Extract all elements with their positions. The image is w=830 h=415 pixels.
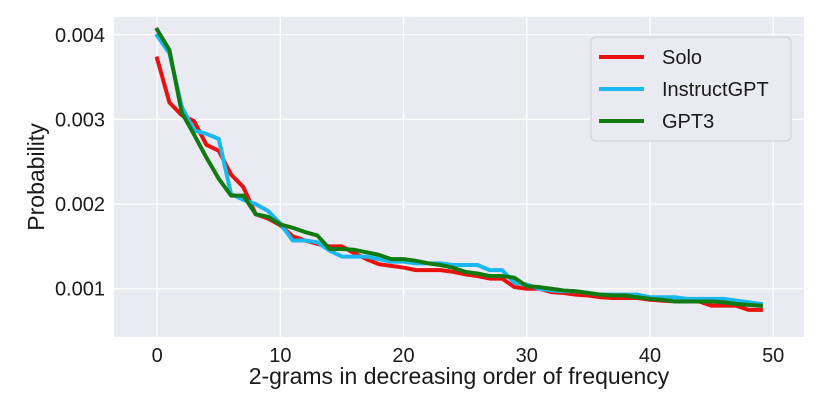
legend-label-instructgpt: InstructGPT [662,79,769,101]
series-line-gpt3 [154,26,764,308]
y-tick-label: 0.003 [55,109,105,131]
y-tick-label: 0.002 [55,194,105,216]
x-tick-label: 30 [516,345,538,367]
x-tick-label: 10 [269,345,291,367]
legend-label-gpt3: GPT3 [662,111,714,133]
series-lines [154,26,764,312]
x-tick-label: 20 [392,345,414,367]
x-tick-label: 50 [762,345,784,367]
legend: Solo InstructGPT GPT3 [590,36,792,142]
x-tick-label: 40 [639,345,661,367]
legend-label-solo: Solo [662,47,702,69]
x-tick-label: 0 [152,345,163,367]
y-tick-label: 0.001 [55,279,105,301]
y-axis-label: Probability [23,123,49,231]
tick-labels: 0 10 20 30 40 50 0.001 0.002 0.003 0.004 [55,25,784,367]
legend-box [590,36,792,142]
y-tick-label: 0.004 [55,25,105,47]
series-line-instructgpt [154,32,764,307]
x-axis-label: 2-grams in decreasing order of frequency [249,363,670,389]
